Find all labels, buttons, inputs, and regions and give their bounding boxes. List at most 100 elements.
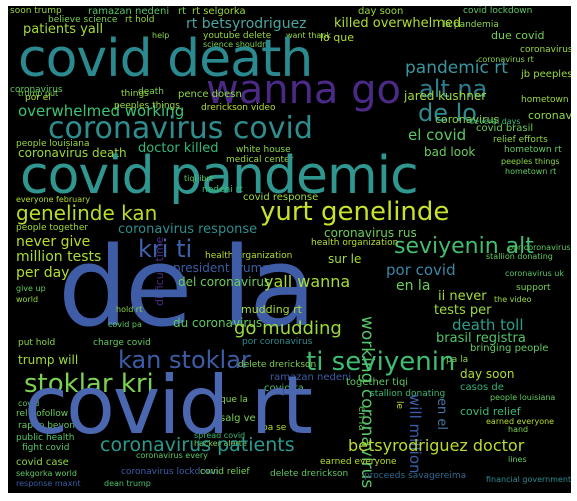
word-cloud-word: financial government xyxy=(486,475,571,484)
word-cloud-word: want thank xyxy=(286,31,332,40)
word-cloud-word: rt selgorka xyxy=(192,6,246,17)
word-cloud-word: genelinde kan xyxy=(16,201,158,225)
word-cloud: soon trump ramazan nedeni rt rt selgorka… xyxy=(8,6,571,493)
word-cloud-word: relief efforts xyxy=(493,135,548,145)
word-cloud-word: per day xyxy=(16,265,70,281)
word-cloud-word: de la xyxy=(58,223,316,351)
word-cloud-word: covid death xyxy=(18,29,313,89)
word-cloud-word: day soon xyxy=(460,367,515,381)
word-cloud-word: white house xyxy=(236,145,291,155)
word-cloud-word: la pandemia xyxy=(443,20,499,30)
word-cloud-word: tests per xyxy=(434,303,492,318)
word-cloud-word: seviyenin alt xyxy=(394,234,534,259)
word-cloud-word: stoklar kri xyxy=(24,369,154,399)
word-cloud-word: stallion donating xyxy=(370,389,446,399)
word-cloud-word: drerickson video xyxy=(201,103,276,113)
word-cloud-word: coronavirus patients xyxy=(100,434,295,456)
word-cloud-word: pence doesn xyxy=(178,89,242,100)
word-cloud-word: the video xyxy=(494,295,532,304)
word-cloud-word: en la xyxy=(396,278,431,294)
word-cloud-word: delete drerickson xyxy=(238,360,317,370)
word-cloud-word: que la xyxy=(220,395,248,405)
word-cloud-word: science shouldn xyxy=(203,40,268,49)
word-cloud-word: killed overwhelmed xyxy=(334,16,462,31)
word-cloud-word: covid relief xyxy=(460,405,521,418)
word-cloud-word: coronavirus en xyxy=(528,109,571,122)
word-cloud-word: give up xyxy=(16,284,46,293)
word-cloud-word: pandemic rt xyxy=(405,58,508,78)
word-cloud-word: wanna go xyxy=(206,67,402,113)
word-cloud-word: coronavirus covid xyxy=(48,111,313,146)
word-cloud-word: bringing people xyxy=(470,343,549,354)
word-cloud-word: jb peeples xyxy=(521,69,571,80)
word-cloud-word: never give xyxy=(16,234,91,250)
word-cloud-word: pa la xyxy=(446,355,469,365)
word-cloud-word: bad look xyxy=(424,145,476,159)
word-cloud-word: delete drerickson xyxy=(270,469,349,479)
word-cloud-word: health organization xyxy=(311,238,399,248)
word-cloud-word: people louisiana xyxy=(490,393,556,402)
word-cloud-word: put hold xyxy=(18,338,56,348)
word-cloud-word: por covid xyxy=(386,261,456,279)
word-cloud-word: covid relief xyxy=(200,467,250,477)
word-cloud-word: sur le xyxy=(328,252,362,266)
word-cloud-word: patients yall xyxy=(23,22,104,37)
word-cloud-word: alt na xyxy=(419,75,488,103)
word-cloud-word: jared kushner xyxy=(404,89,487,103)
word-cloud-word: kri ti xyxy=(138,235,193,263)
word-cloud-word: soon trump xyxy=(10,6,62,16)
word-cloud-word: people together xyxy=(16,223,89,233)
word-cloud-word: stallion donating xyxy=(486,252,553,261)
word-cloud-word: response maxnt xyxy=(16,479,81,488)
word-cloud-word: peeples things xyxy=(501,157,560,166)
word-cloud-word: brasil registra xyxy=(436,331,526,346)
word-cloud-word: ramazan nedeni xyxy=(88,6,170,17)
word-cloud-word: covid xyxy=(18,399,40,408)
word-cloud-word: coronavirus uk xyxy=(505,269,565,278)
word-cloud-word: fight covid xyxy=(22,443,70,453)
word-cloud-word: covid lockdown xyxy=(463,6,533,16)
word-cloud-word: overwhelmed working xyxy=(18,102,185,120)
word-cloud-word: casos de xyxy=(460,382,504,393)
word-cloud-word: de lo xyxy=(418,99,477,127)
word-cloud-word: el covid xyxy=(408,126,467,144)
word-cloud-word: por coronavirus xyxy=(242,337,313,347)
word-cloud-word: coronavirus xyxy=(10,85,63,95)
word-cloud-word: several days xyxy=(470,117,521,126)
word-cloud-word: coronavirus xyxy=(435,113,500,126)
word-cloud-word: support xyxy=(516,283,551,293)
word-cloud-word: ti seviyenin xyxy=(306,347,456,377)
word-cloud-word: youtube delete xyxy=(203,31,272,41)
word-cloud-word: rel nofollow xyxy=(16,409,69,419)
word-cloud-word: trump put xyxy=(18,89,59,98)
word-cloud-word: spread covid xyxy=(194,431,246,440)
word-cloud-word: por coronavirus xyxy=(508,243,571,252)
word-cloud-word: death toll xyxy=(452,316,524,334)
word-cloud-word: pa se xyxy=(262,423,287,433)
word-cloud-word: coronavirus response xyxy=(118,222,258,237)
word-cloud-word: coronavirus every xyxy=(136,451,208,460)
word-cloud-word: million tests xyxy=(16,249,102,265)
word-cloud-word: peeples things xyxy=(114,101,180,111)
word-cloud-word: hand xyxy=(508,425,529,434)
word-cloud-word: lo que xyxy=(320,31,355,44)
word-cloud-word: dean trump xyxy=(104,479,151,488)
word-cloud-word: will million xyxy=(406,394,424,474)
word-cloud-word: go mudding xyxy=(234,318,342,339)
word-cloud-word: betsyrodriguez doctor xyxy=(348,436,525,455)
word-cloud-word: rapup beyond xyxy=(18,421,81,431)
word-cloud-word: everyone february xyxy=(16,195,91,204)
word-cloud-word: together tiqi xyxy=(346,377,409,388)
word-cloud-word: en la xyxy=(356,406,367,431)
word-cloud-word: earned everyone xyxy=(320,457,397,467)
word-cloud-word: people louisiana xyxy=(16,139,90,149)
word-cloud-word: things xyxy=(121,89,149,99)
word-cloud-word: doctor killed xyxy=(138,141,219,156)
word-cloud-word: hometown rt xyxy=(521,95,571,105)
word-cloud-word: le xyxy=(394,401,404,410)
word-cloud-word: lines xyxy=(508,455,527,464)
word-cloud-word: coronavirus rt xyxy=(478,55,534,64)
word-cloud-word: tiqi ibrt xyxy=(184,174,213,183)
word-cloud-word: nedeni rt xyxy=(202,185,243,195)
